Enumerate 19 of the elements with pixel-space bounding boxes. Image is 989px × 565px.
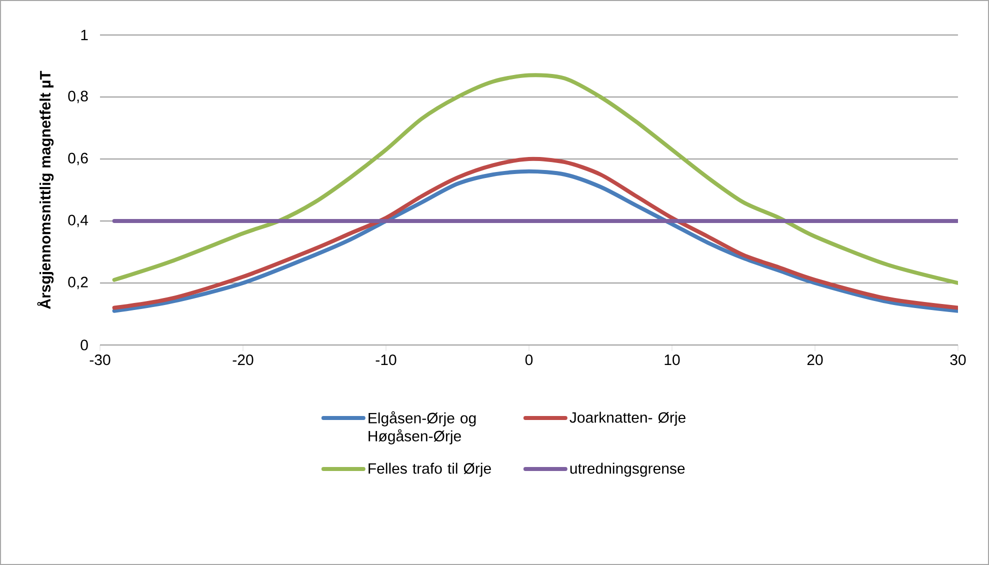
y-tick-label: 0,8 bbox=[68, 90, 88, 104]
y-axis-title: Årsgjennomsnittlig magnetfelt µT bbox=[37, 70, 54, 309]
x-tick-label: 30 bbox=[950, 354, 966, 366]
y-tick-label: 0 bbox=[80, 340, 88, 350]
x-tick-label: -20 bbox=[232, 354, 254, 366]
y-tick-label: 0,4 bbox=[68, 214, 88, 228]
x-tick-label: 20 bbox=[807, 354, 823, 366]
y-tick-label: 0,6 bbox=[68, 152, 88, 166]
line-series bbox=[112, 73, 958, 285]
x-tick-label: 0 bbox=[525, 354, 533, 366]
y-tick-label: 1 bbox=[81, 30, 88, 40]
x-tick-label: -10 bbox=[376, 354, 396, 366]
y-tick-label: 0,2 bbox=[68, 276, 88, 290]
legend-label: Joarknatten- Ørje bbox=[570, 412, 686, 426]
legend-label: utredningsgrense bbox=[570, 462, 685, 477]
legend-label: Elgåsen-Ørje og Høgåsen-Ørje bbox=[368, 411, 476, 444]
x-tick-label: -30 bbox=[90, 354, 110, 366]
legend-label: Felles trafo til Ørje bbox=[368, 462, 491, 477]
x-tick-label: 10 bbox=[664, 354, 680, 366]
